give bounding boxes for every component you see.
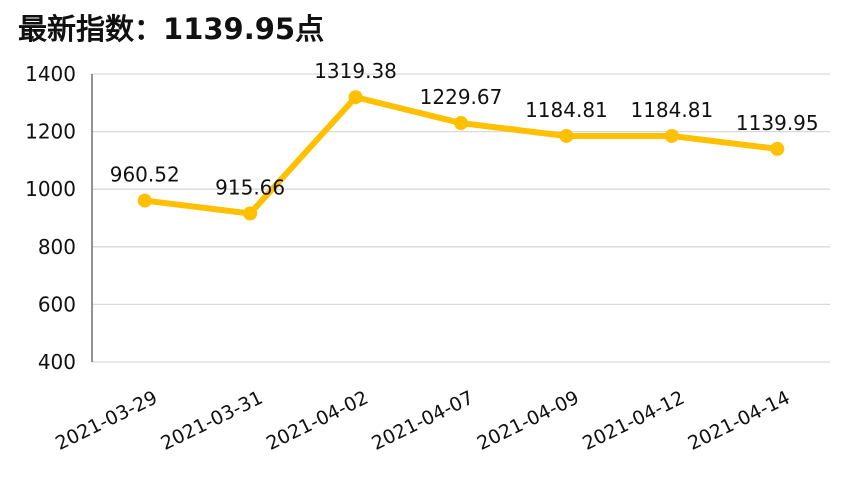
data-label: 1139.95 — [736, 111, 819, 135]
title-value: 1139.95 — [163, 12, 296, 46]
data-label: 915.66 — [215, 175, 285, 199]
y-tick-label: 600 — [38, 292, 76, 316]
data-label: 1184.81 — [525, 98, 608, 122]
data-point — [664, 128, 679, 143]
y-tick-label: 1200 — [25, 120, 76, 144]
data-point — [137, 193, 152, 208]
y-tick-label: 400 — [38, 350, 76, 374]
x-tick-label: 2021-04-07 — [368, 387, 477, 455]
x-tick-label: 2021-04-02 — [263, 387, 372, 455]
data-point — [454, 116, 468, 131]
data-point — [559, 128, 574, 143]
title-prefix: 最新指数： — [18, 12, 164, 46]
data-point — [770, 141, 785, 156]
data-point — [348, 90, 363, 105]
data-label: 960.52 — [110, 163, 180, 187]
x-tick-label: 2021-04-14 — [685, 387, 794, 455]
chart-title: 最新指数：1139.95点 — [18, 6, 324, 48]
x-tick-label: 2021-03-31 — [157, 387, 266, 455]
x-tick-label: 2021-03-29 — [52, 387, 161, 455]
data-label: 1319.38 — [314, 59, 397, 83]
x-tick-label: 2021-04-09 — [474, 387, 583, 455]
data-label: 1229.67 — [420, 85, 503, 109]
data-point — [243, 206, 258, 221]
x-tick-label: 2021-04-12 — [579, 387, 688, 455]
title-suffix: 点 — [295, 12, 325, 46]
y-tick-label: 1000 — [25, 177, 76, 201]
y-tick-label: 1400 — [25, 62, 76, 86]
data-label: 1184.81 — [630, 98, 713, 122]
y-tick-label: 800 — [38, 235, 76, 259]
